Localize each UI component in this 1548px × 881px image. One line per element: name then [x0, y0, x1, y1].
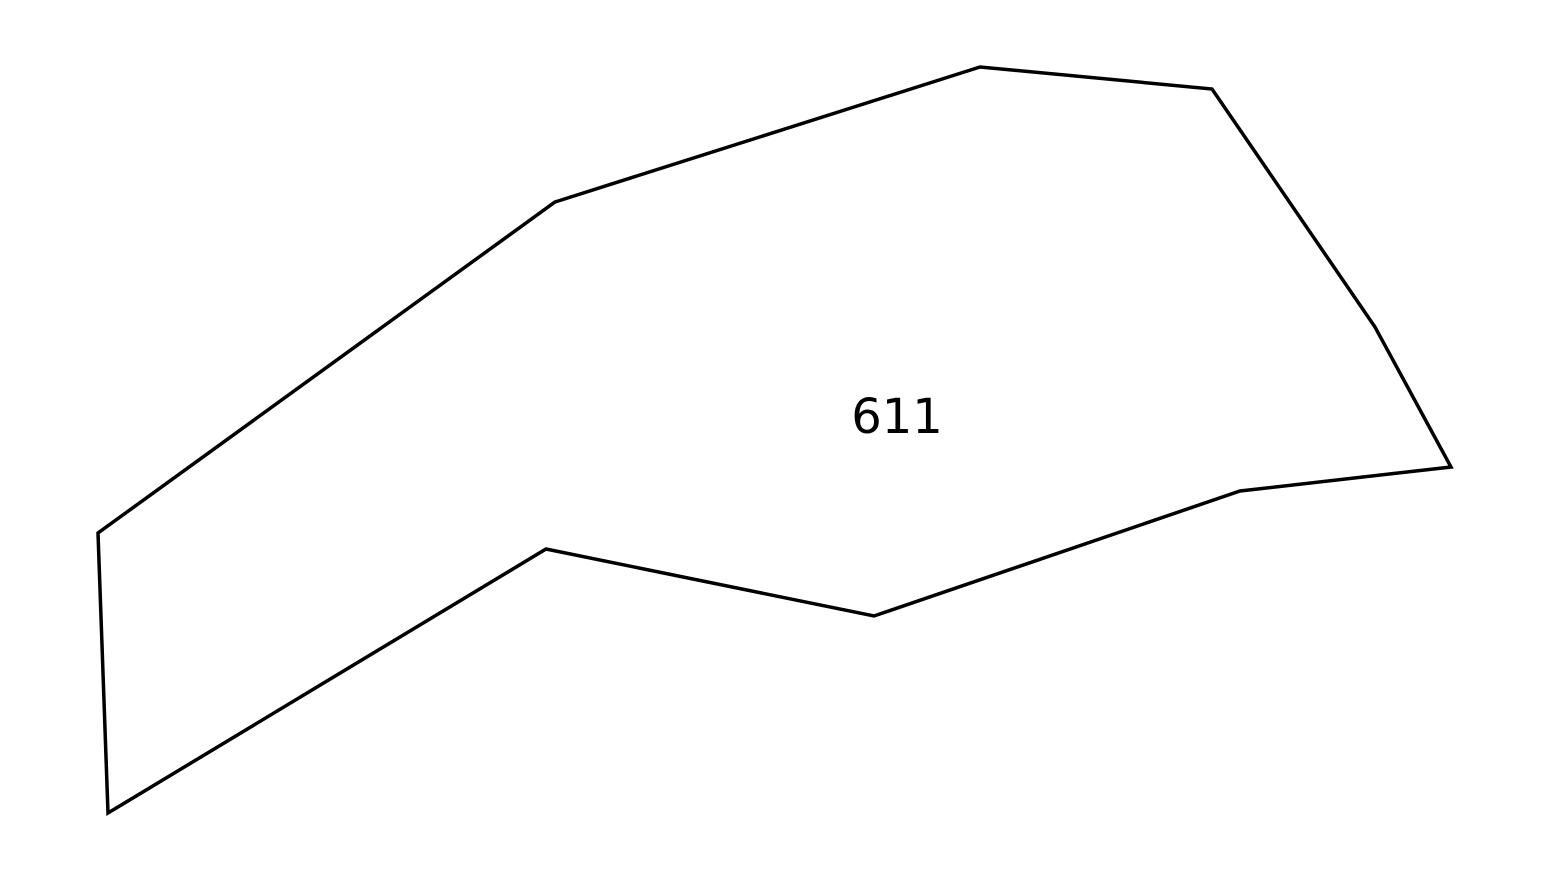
shape-label: 611 [851, 389, 943, 445]
polygon-shape [96, 65, 1454, 817]
